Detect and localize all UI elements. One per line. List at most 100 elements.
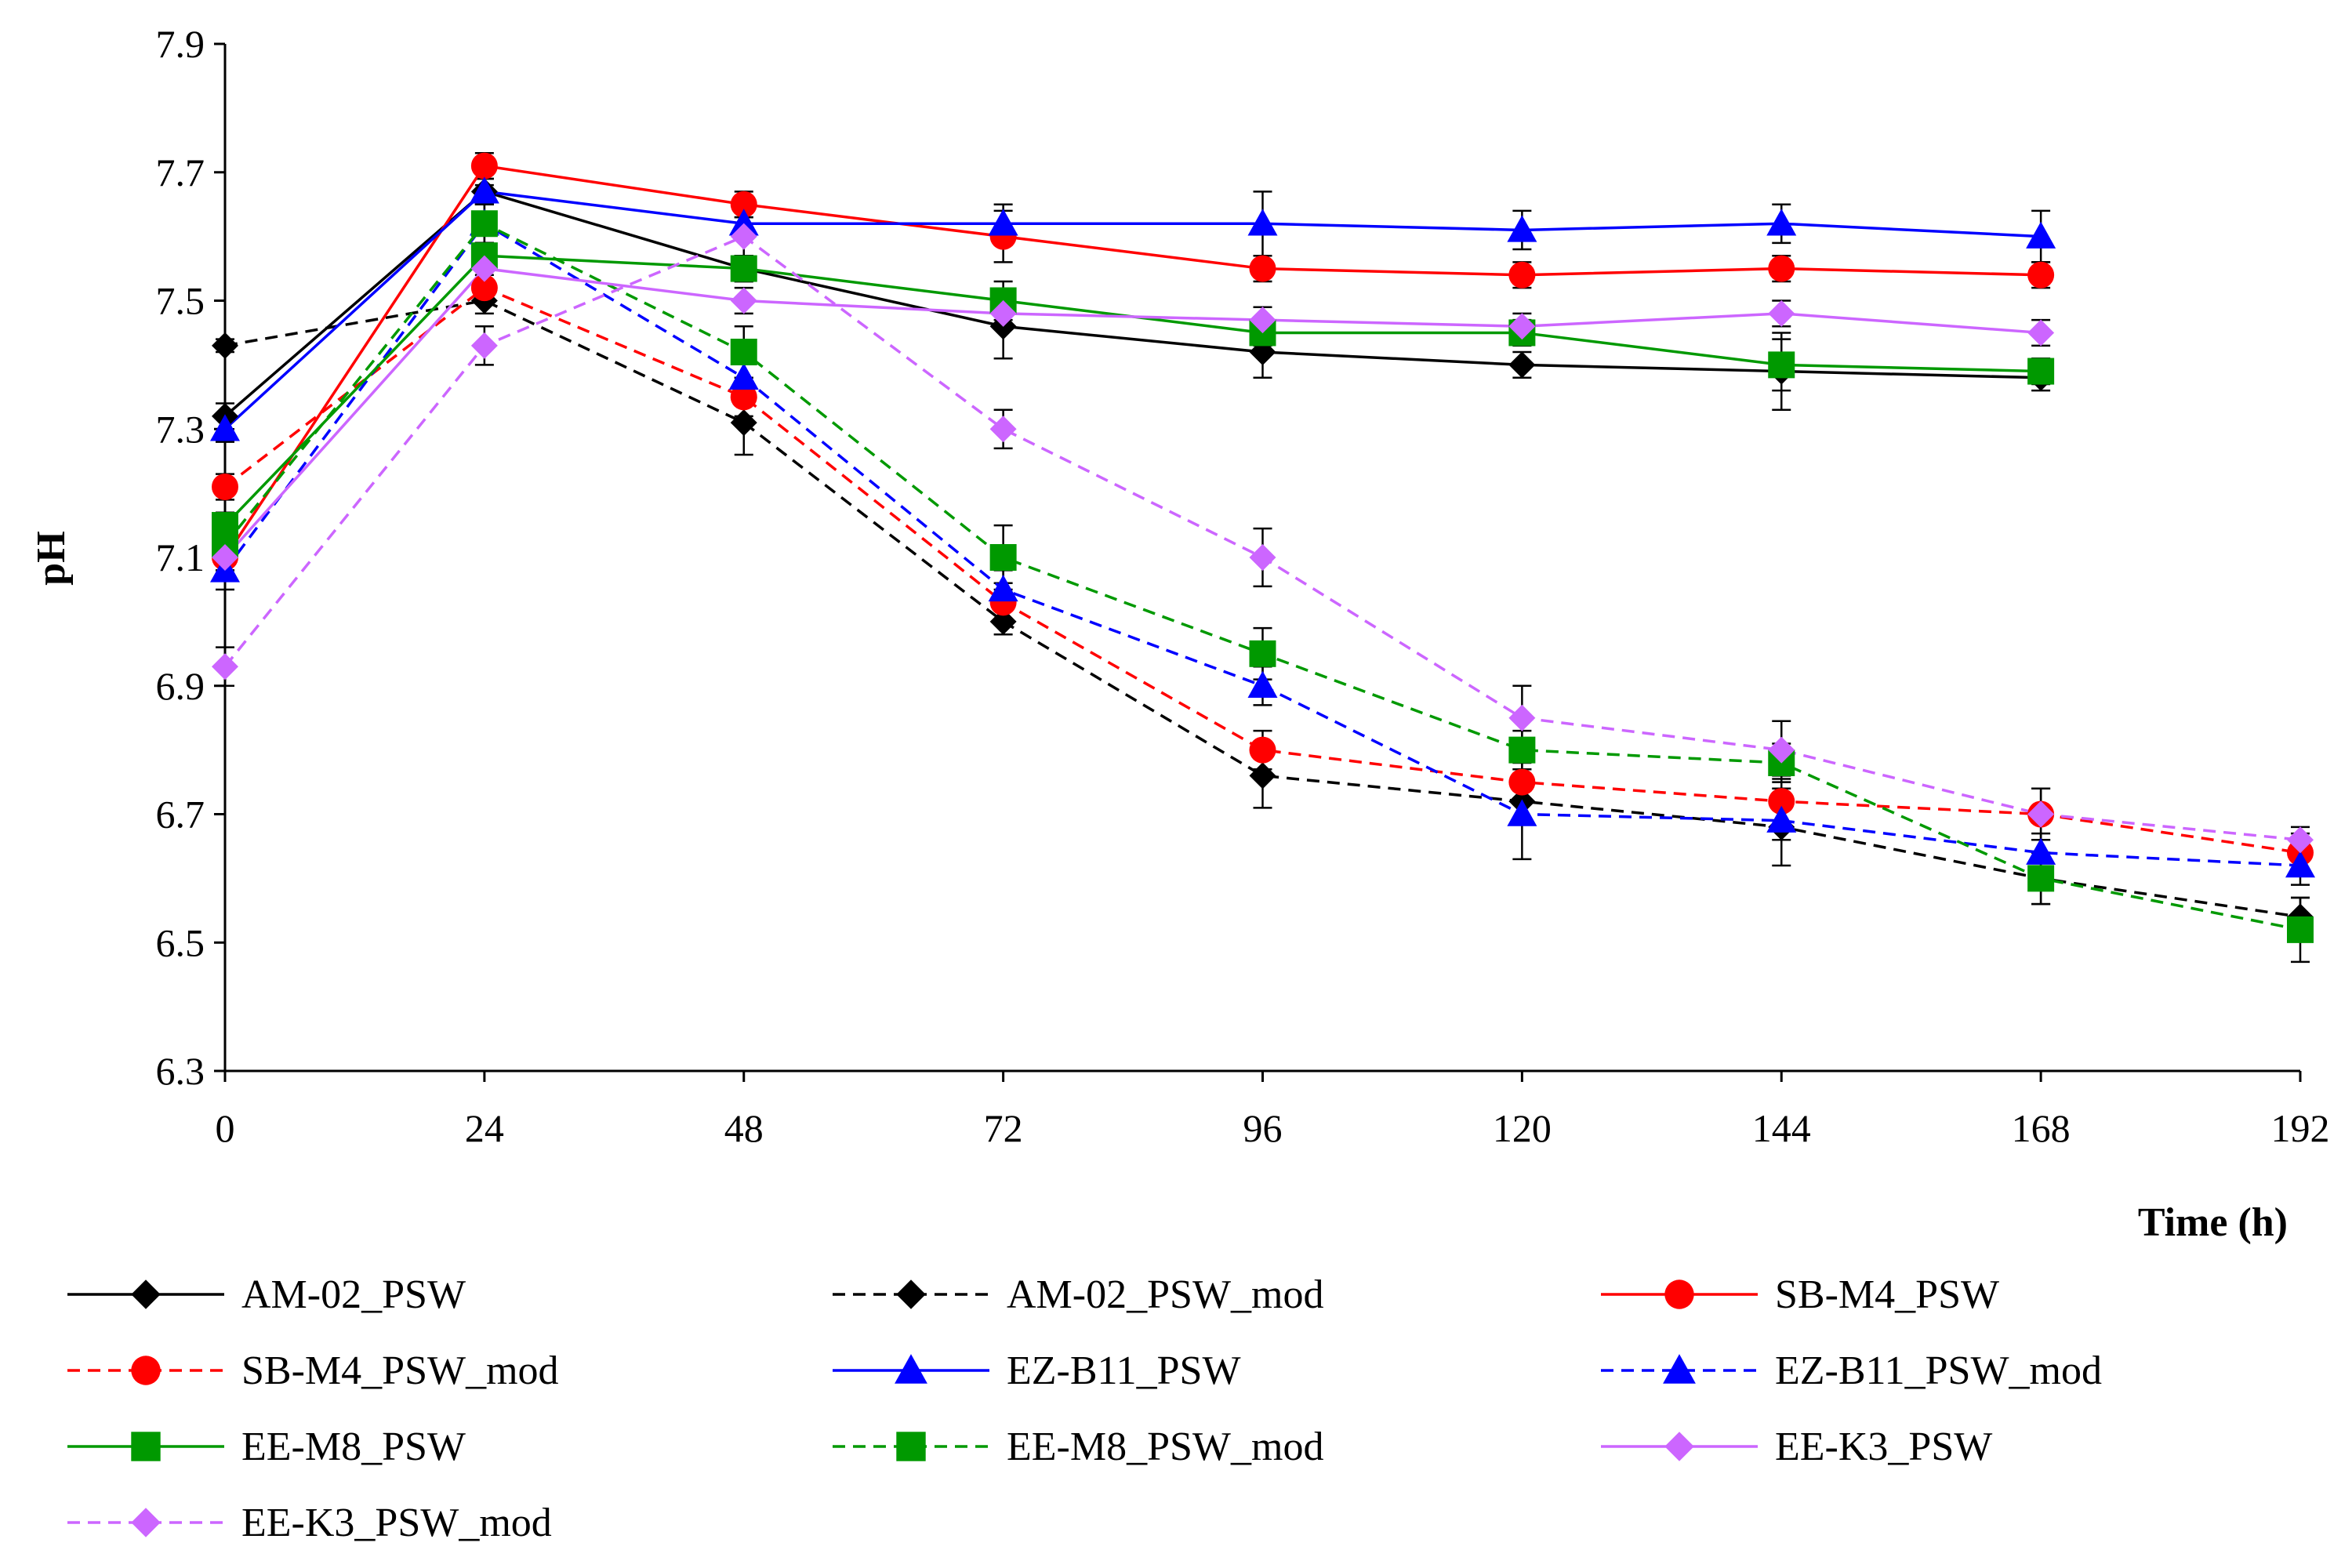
data-point-sb-m4_psw_mod (1508, 768, 1536, 796)
data-point-ez-b11_psw (469, 176, 499, 204)
data-point-ez-b11_psw (210, 414, 240, 441)
legend-label: EE-K3_PSW (1775, 1425, 1992, 1469)
x-tick-label: 48 (724, 1106, 764, 1150)
series-line-ee-k3_psw (223, 267, 2042, 559)
x-tick-label: 0 (216, 1106, 235, 1150)
x-tick-label: 168 (2012, 1106, 2071, 1150)
y-tick-label: 6.3 (156, 1049, 205, 1093)
x-tick-label: 96 (1243, 1106, 1283, 1150)
legend-marker (131, 1432, 161, 1461)
legend-marker (1664, 1432, 1694, 1461)
legend-item: AM-02_PSW_mod (833, 1272, 1323, 1317)
data-point-am-02_psw_mod (1249, 762, 1276, 789)
legend-item: EZ-B11_PSW_mod (1601, 1348, 2102, 1393)
data-point-ez-b11_psw_mod (728, 362, 759, 390)
data-point-ee-m8_psw_mod (989, 544, 1017, 571)
y-tick-label: 7.7 (156, 151, 205, 194)
data-point-am-02_psw_mod (212, 332, 238, 359)
data-point-ee-k3_psw_mod (1508, 704, 1536, 731)
x-ticks: 0 24 48 72 96 120 144 168 192 (216, 1071, 2330, 1150)
legend-item: EZ-B11_PSW (833, 1348, 1241, 1393)
y-tick-label: 7.1 (156, 535, 205, 579)
legend-item: EE-M8_PSW (67, 1425, 466, 1469)
data-point-ee-k3_psw (1768, 299, 1795, 327)
series-line-am-02_psw_mod (224, 299, 2301, 919)
legend-marker (131, 1508, 161, 1537)
data-point-ee-k3_psw (1508, 313, 1536, 340)
legend-label: EE-M8_PSW (241, 1425, 466, 1469)
data-point-ez-b11_psw (1507, 215, 1537, 242)
x-tick-label: 24 (465, 1106, 504, 1150)
data-point-sb-m4_psw (1768, 255, 1795, 282)
data-point-sb-m4_psw (1249, 255, 1276, 282)
data-point-ez-b11_psw_mod (988, 574, 1018, 602)
data-point-ee-k3_psw_mod (989, 416, 1017, 443)
legend-label: AM-02_PSW (241, 1272, 466, 1317)
data-point-ee-k3_psw_mod (470, 332, 498, 359)
data-point-ee-k3_psw (2027, 319, 2055, 347)
data-point-ee-k3_psw_mod (1768, 736, 1795, 764)
legend-item: SB-M4_PSW (1601, 1272, 1999, 1317)
data-point-ez-b11_psw (728, 209, 759, 236)
series-line-sb-m4_psw (223, 164, 2042, 558)
data-point-ee-k3_psw_mod (1249, 544, 1276, 571)
data-point-am-02_psw_mod (730, 409, 757, 437)
series-line-ee-m8_psw (223, 254, 2042, 527)
data-point-sb-m4_psw_mod (1768, 788, 1795, 815)
legend-marker (896, 1279, 926, 1309)
data-point-ee-m8_psw_mod (1508, 736, 1536, 764)
data-point-ee-k3_psw (989, 299, 1017, 327)
series-line-am-02_psw (223, 190, 2042, 418)
data-point-ee-m8_psw (1768, 351, 1795, 379)
y-tick-label: 7.3 (156, 407, 205, 451)
legend-label: EE-M8_PSW_mod (1007, 1425, 1323, 1469)
data-point-ee-k3_psw (212, 544, 238, 571)
legend-label: SB-M4_PSW (1775, 1272, 1999, 1317)
y-axis-label: pH (29, 531, 74, 585)
data-point-ee-m8_psw_mod (1249, 640, 1276, 667)
data-point-ee-m8_psw_mod (2027, 865, 2055, 892)
data-point-ee-k3_psw_mod (2027, 800, 2055, 828)
data-point-ez-b11_psw (1766, 209, 1797, 236)
data-point-sb-m4_psw_mod (212, 473, 238, 500)
data-point-ee-k3_psw (730, 287, 757, 314)
data-point-ee-m8_psw_mod (2287, 916, 2314, 943)
data-point-ee-k3_psw (1249, 307, 1276, 334)
y-ticks: 6.3 6.5 6.7 6.9 7.1 7.3 7.5 7.7 7.9 (156, 22, 225, 1093)
legend-marker (131, 1279, 161, 1309)
data-point-sb-m4_psw (730, 191, 757, 218)
data-point-ee-k3_psw (470, 255, 498, 282)
data-point-ee-m8_psw (2027, 358, 2055, 385)
data-point-am-02_psw_mod (989, 608, 1017, 635)
x-tick-label: 120 (1493, 1106, 1552, 1150)
y-tick-label: 6.7 (156, 793, 205, 837)
data-point-ez-b11_psw_mod (2285, 851, 2315, 878)
legend-label: AM-02_PSW_mod (1007, 1272, 1323, 1317)
data-point-sb-m4_psw_mod (730, 383, 757, 411)
data-point-ez-b11_psw_mod (1507, 799, 1537, 826)
y-tick-label: 7.9 (156, 22, 205, 66)
legend-marker (1663, 1354, 1696, 1384)
legend-marker (896, 1432, 926, 1461)
data-point-sb-m4_psw_mod (1249, 736, 1276, 764)
y-tick-label: 6.9 (156, 664, 205, 708)
data-point-sb-m4_psw_mod (470, 274, 498, 302)
legend-item: EE-K3_PSW_mod (67, 1501, 552, 1545)
x-axis-label: Time (h) (2138, 1200, 2288, 1245)
data-point-ee-k3_psw_mod (2287, 826, 2314, 854)
legend: AM-02_PSW AM-02_PSW_mod SB-M4_PSW SB-M4_PSW… (67, 1272, 2102, 1545)
legend-label: EZ-B11_PSW_mod (1775, 1348, 2102, 1393)
data-point-ez-b11_psw (1247, 209, 1278, 236)
legend-item: AM-02_PSW (67, 1272, 466, 1317)
data-point-ez-b11_psw_mod (1766, 805, 1797, 833)
data-point-sb-m4_psw (2027, 261, 2055, 289)
x-tick-label: 72 (984, 1106, 1023, 1150)
series-markers (210, 152, 2315, 943)
x-tick-label: 192 (2271, 1106, 2330, 1150)
x-tick-label: 144 (1752, 1106, 1811, 1150)
legend-marker (1664, 1279, 1694, 1309)
data-point-ee-k3_psw_mod (212, 653, 238, 681)
legend-item: EE-K3_PSW (1601, 1425, 1992, 1469)
y-tick-label: 7.5 (156, 279, 205, 323)
